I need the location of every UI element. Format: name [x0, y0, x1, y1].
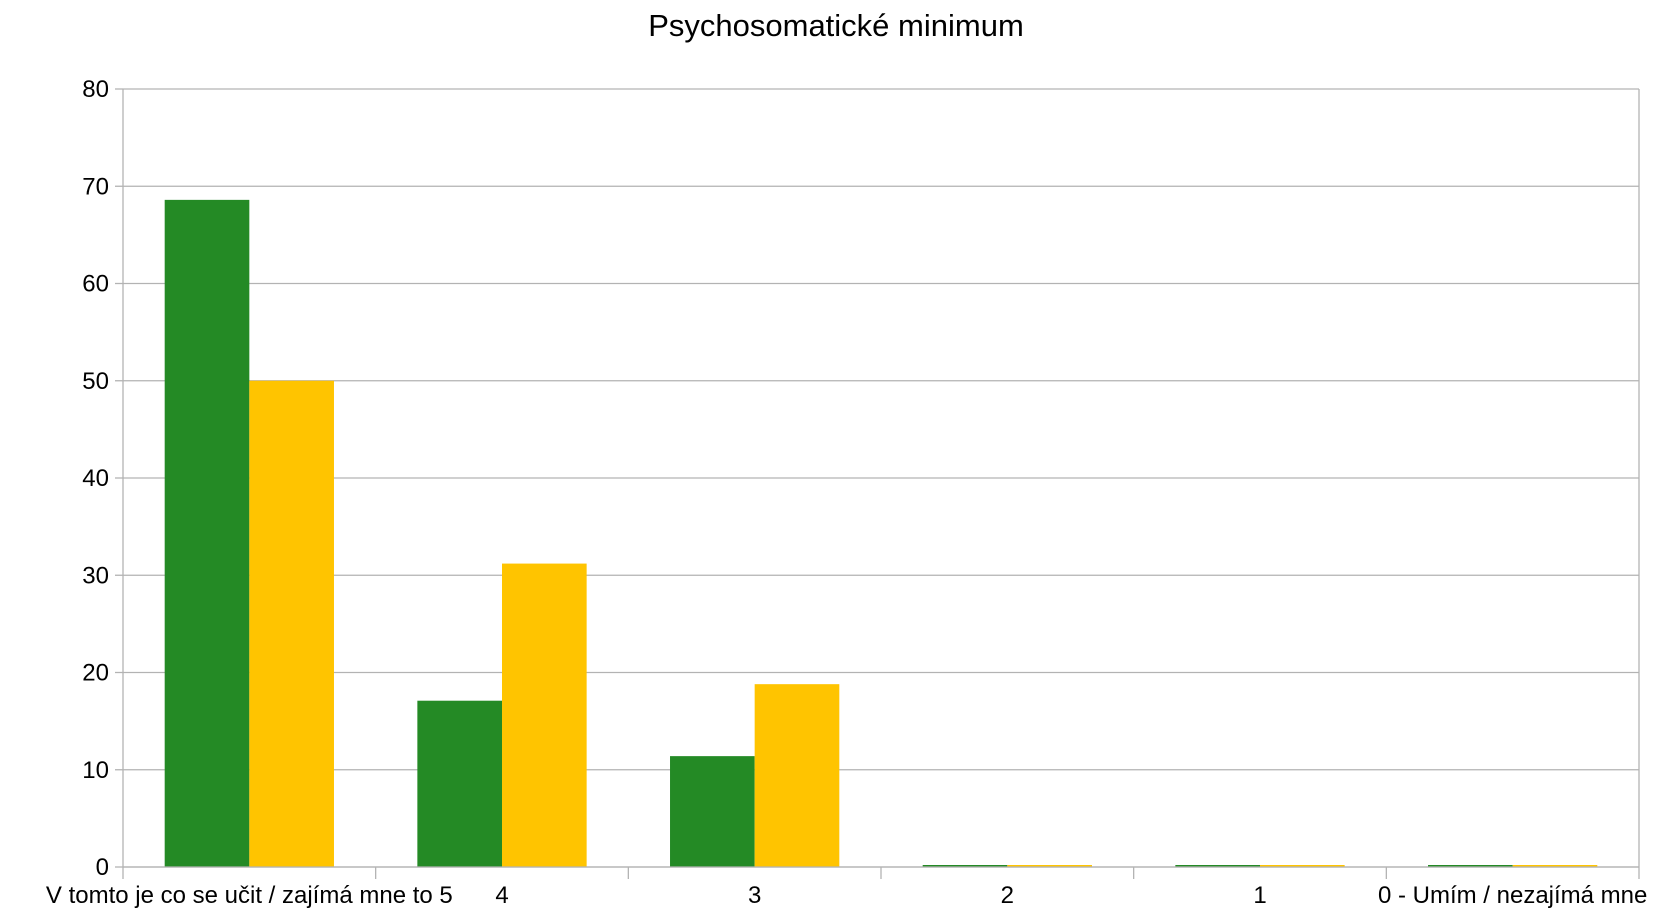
y-tick-label: 80 [82, 76, 109, 103]
axes [122, 89, 1640, 879]
bar [1512, 865, 1598, 867]
y-tick-label: 40 [82, 465, 109, 492]
bar [922, 865, 1008, 867]
y-tick-label: 70 [82, 173, 109, 200]
bar [670, 756, 755, 867]
axis-labels: 0 10 20 30 40 50 60 70 80 V tomto je co se učit /… [46, 76, 1647, 909]
bar [1260, 865, 1345, 867]
x-category-label: 4 [495, 882, 508, 909]
y-tick-label: 50 [82, 368, 109, 395]
y-tick-label: 60 [82, 271, 109, 298]
x-category-label: 2 [1001, 882, 1014, 909]
y-tick-label: 10 [82, 757, 109, 784]
x-category-label: 3 [748, 882, 761, 909]
x-category-label: V tomto je co se učit / zajímá mne to 5 [46, 882, 453, 909]
y-tick-label: 20 [82, 660, 109, 687]
bar [754, 684, 840, 867]
gridlines [115, 88, 1639, 868]
bar [1428, 865, 1513, 867]
bar [249, 380, 334, 867]
y-tick-label: 0 [96, 854, 109, 881]
y-tick-label: 30 [82, 562, 109, 589]
bar [1007, 865, 1092, 867]
bars [164, 199, 1598, 868]
bar [164, 199, 250, 868]
x-category-label: 1 [1253, 882, 1266, 909]
chart-title: Psychosomatické minimum [648, 8, 1024, 43]
bar [417, 700, 502, 867]
bar [502, 563, 587, 867]
x-category-label: 0 - Umím / nezajímá mne [1378, 882, 1647, 909]
bar [1175, 865, 1260, 867]
